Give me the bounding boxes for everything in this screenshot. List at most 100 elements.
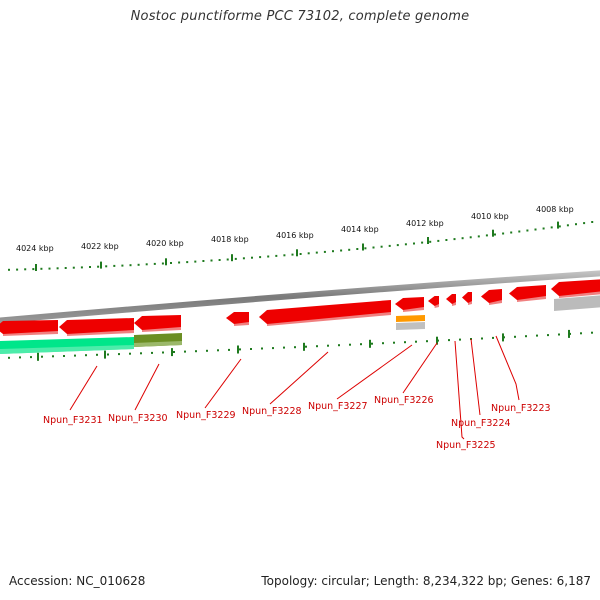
scale-dot (542, 227, 545, 230)
gene-label-f3230: Npun_F3230 (108, 413, 168, 424)
scale-dot (315, 251, 318, 254)
scale-major-tick (427, 237, 429, 244)
scale-dot (583, 222, 586, 225)
leader-line-f3227 (336, 344, 413, 400)
scale-dot (494, 233, 496, 236)
scale-dot (338, 344, 340, 347)
scale-dot (113, 264, 116, 267)
scale-dot (580, 332, 582, 335)
scale-label-4012: 4012 kbp (406, 219, 444, 228)
scale-dot (372, 246, 375, 249)
gene-label-f3231: Npun_F3231 (43, 415, 103, 426)
scale-dot (445, 239, 448, 241)
scale-label-4010: 4010 kbp (471, 212, 509, 221)
scale-major-tick (231, 254, 233, 262)
scale-dot (173, 351, 175, 353)
topology-summary: Topology: circular; Length: 8,234,322 bp… (261, 574, 591, 588)
scale-dot (210, 259, 213, 262)
scale-dot (404, 243, 407, 246)
scale-dot (118, 353, 120, 356)
scale-dot (426, 340, 428, 343)
scale-dot (40, 267, 43, 270)
scale-dot (380, 245, 383, 248)
leader-line-f3230 (134, 363, 160, 411)
scale-dot (250, 348, 252, 350)
scale-dot (382, 342, 384, 345)
scale-dot (121, 264, 124, 267)
scale-dot (234, 257, 237, 260)
scale-dot (162, 351, 164, 354)
leader-line-f3223 (495, 335, 520, 401)
scale-major-tick (237, 345, 239, 354)
gene-label-lines (69, 335, 520, 440)
scale-major-tick (362, 243, 364, 251)
scale-dot (8, 356, 10, 359)
scale-dot (239, 348, 241, 351)
scale-major-tick (165, 258, 167, 266)
scale-major-tick (171, 348, 173, 357)
scale-dot (575, 223, 577, 226)
scale-dot (283, 346, 285, 349)
scale-dot (97, 265, 100, 268)
scale-dot (259, 256, 262, 259)
scale-major-tick (369, 339, 371, 348)
scale-dot (137, 263, 140, 266)
scale-dot (48, 267, 51, 270)
scale-dot (558, 333, 560, 336)
scale-dot (41, 355, 43, 358)
scale-dot (591, 331, 593, 334)
scale-dot (327, 344, 329, 347)
scale-dot (228, 348, 230, 351)
scale-dot (184, 350, 186, 353)
cds-arrow-f3227 (395, 297, 424, 310)
scale-dot (393, 341, 395, 344)
gene-label-f3229: Npun_F3229 (176, 410, 236, 421)
scale-label-4014: 4014 kbp (341, 225, 379, 234)
scale-major-tick (37, 352, 39, 361)
scale-major-tick (104, 350, 106, 359)
leader-line-f3224 (470, 338, 481, 416)
scale-dot (218, 259, 221, 261)
scale-dot (514, 335, 516, 338)
leader-line-f3229 (204, 358, 242, 409)
scale-label-4016: 4016 kbp (276, 231, 314, 240)
scale-dot (283, 254, 286, 257)
gene-label-f3228: Npun_F3228 (242, 406, 302, 417)
scale-dot (242, 257, 245, 260)
map-title: Nostoc punctiforme PCC 73102, complete g… (130, 9, 470, 24)
leader-line-f3226 (402, 342, 438, 394)
scale-dot (8, 268, 10, 271)
cds-arrow-f3221 (551, 279, 600, 296)
scale-dot (178, 261, 181, 264)
upper-scale-ticks (8, 221, 594, 271)
scale-dot (502, 232, 505, 235)
scale-dot (536, 334, 538, 337)
scale-dot (267, 255, 270, 258)
scale-dot (186, 261, 189, 264)
scale-dot (291, 253, 294, 256)
cds-arrow-f3222 (509, 285, 546, 300)
scale-dot (477, 235, 480, 238)
cds-arrow-f3228 (259, 300, 391, 324)
scale-dot (64, 267, 67, 269)
scale-major-tick (502, 333, 504, 342)
scale-major-tick (303, 342, 305, 351)
scale-label-4020: 4020 kbp (146, 239, 184, 248)
scale-dot (16, 268, 19, 271)
scale-dot (129, 352, 131, 355)
scale-dot (85, 354, 87, 357)
feature-bar-orange (396, 315, 425, 322)
feature-bar-green-shade (0, 345, 134, 354)
gene-label-f3226: Npun_F3226 (374, 395, 434, 406)
scale-label-4008: 4008 kbp (536, 205, 574, 214)
scale-major-tick (100, 261, 102, 269)
scale-dot (566, 224, 569, 227)
cds-arrow-f3229 (226, 312, 249, 324)
scale-dot (492, 336, 494, 339)
cds-arrow-f3226 (428, 296, 439, 306)
scale-dot (349, 343, 351, 346)
scale-dot (56, 267, 59, 270)
scale-dot (299, 253, 302, 255)
